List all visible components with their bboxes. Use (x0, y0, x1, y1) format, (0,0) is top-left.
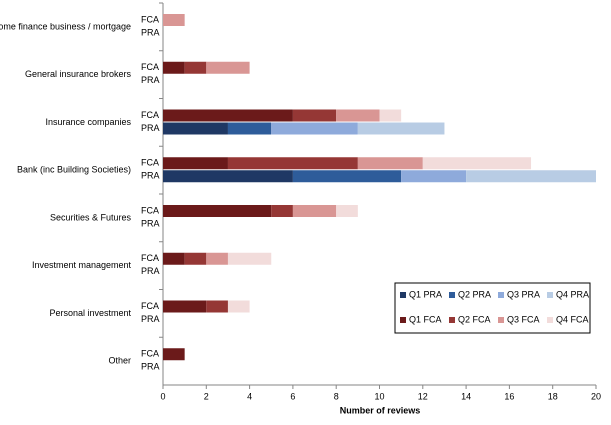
row-label: FCA (141, 349, 159, 359)
row-label: PRA (141, 362, 160, 372)
legend-swatch (449, 317, 455, 323)
legend-label: Q1 PRA (409, 289, 442, 299)
legend-label: Q3 FCA (507, 314, 540, 324)
bar-segment (163, 157, 228, 170)
row-label: FCA (141, 301, 159, 311)
row-label: PRA (141, 266, 160, 276)
row-label: PRA (141, 75, 160, 85)
legend-swatch (498, 292, 504, 298)
bar-segment (163, 252, 185, 265)
bar-segment (292, 109, 337, 122)
legend-swatch (400, 292, 406, 298)
bar-segment (336, 109, 380, 122)
row-label: PRA (141, 123, 160, 133)
bar-segment (163, 348, 185, 361)
bar-segment (271, 205, 293, 217)
row-label: FCA (141, 205, 159, 215)
x-tick-label: 16 (504, 391, 514, 401)
row-label: FCA (141, 158, 159, 168)
legend-swatch (400, 317, 406, 323)
legend: Q1 PRA Q2 PRA Q3 PRA Q4 PRA Q1 FCA Q2 FCA Q3 F… (394, 282, 591, 334)
x-tick-label: 12 (418, 391, 428, 401)
bar-segment (357, 157, 423, 170)
bar-segment (401, 170, 467, 183)
category-label: General insurance brokers (25, 69, 132, 79)
bar-segment (163, 170, 293, 183)
bar-segment (357, 122, 445, 135)
bar-segment (163, 300, 207, 313)
bar-segment (227, 157, 358, 170)
category-label: Personal investment (49, 308, 131, 318)
category-label: Home finance business / mortgage (0, 21, 131, 31)
bar-segment (271, 122, 358, 135)
row-label: PRA (141, 218, 160, 228)
legend-swatch (498, 317, 504, 323)
x-tick-label: 20 (591, 391, 601, 401)
x-axis-title: Number of reviews (340, 405, 421, 415)
category-label: Insurance companies (45, 117, 131, 127)
bar-segment (163, 109, 293, 122)
row-label: PRA (141, 27, 160, 37)
legend-label: Q2 PRA (458, 289, 491, 299)
row-label: FCA (141, 253, 159, 263)
x-tick-label: 14 (461, 391, 471, 401)
bar-segment (227, 252, 272, 265)
bar-segment (292, 205, 337, 217)
category-label: Other (108, 356, 131, 366)
bar-segment (466, 170, 596, 183)
legend-label: Q1 FCA (409, 314, 442, 324)
legend-swatch (449, 292, 455, 298)
row-label: FCA (141, 62, 159, 72)
bar-segment (163, 205, 272, 217)
bar-segment (163, 14, 185, 26)
bar-segment (227, 300, 250, 313)
row-label: PRA (141, 171, 160, 181)
x-tick-label: 0 (160, 391, 165, 401)
row-label: PRA (141, 314, 160, 324)
legend-swatch (547, 317, 553, 323)
x-tick-label: 18 (548, 391, 558, 401)
legend-label: Q4 PRA (556, 289, 589, 299)
bar-segment (292, 170, 402, 183)
legend-label: Q4 FCA (556, 314, 589, 324)
bar-segment (184, 61, 207, 74)
category-label: Securities & Futures (50, 212, 132, 222)
x-tick-label: 4 (247, 391, 252, 401)
bar-segment (206, 300, 228, 313)
bar-segment (163, 122, 228, 135)
x-tick-label: 2 (204, 391, 209, 401)
bar-segment (336, 205, 358, 217)
legend-label: Q3 PRA (507, 289, 540, 299)
x-tick-label: 6 (290, 391, 295, 401)
row-label: FCA (141, 110, 159, 120)
x-tick-label: 10 (374, 391, 384, 401)
legend-swatch (547, 292, 553, 298)
row-label: FCA (141, 14, 159, 24)
bar-segment (379, 109, 402, 122)
bar-segment (422, 157, 532, 170)
category-label: Investment management (32, 260, 132, 270)
x-tick-label: 8 (334, 391, 339, 401)
bar-segment (163, 61, 185, 74)
bar-segment (227, 122, 272, 135)
bar-segment (184, 252, 207, 265)
bar-segment (206, 252, 228, 265)
category-label: Bank (inc Building Societies) (17, 165, 131, 175)
bar-segment (206, 61, 250, 74)
legend-box (394, 282, 591, 334)
legend-label: Q2 FCA (458, 314, 491, 324)
